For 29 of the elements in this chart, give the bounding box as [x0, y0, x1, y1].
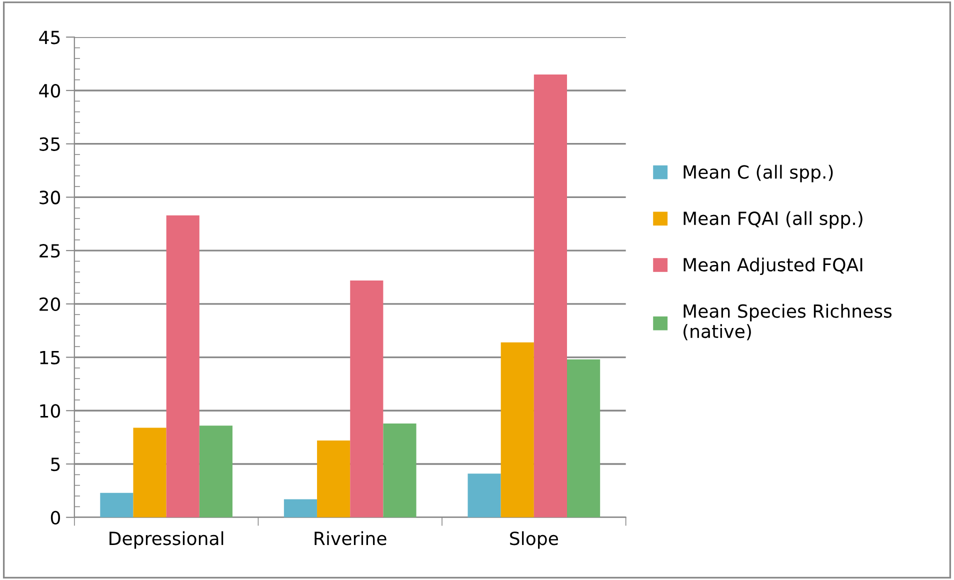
bar: [383, 423, 416, 518]
bar: [100, 492, 134, 518]
y-tick-label: 15: [40, 350, 60, 364]
y-tick-label: 25: [40, 244, 60, 258]
x-tick-label: Slope: [510, 531, 558, 549]
bar: [534, 74, 568, 518]
y-tick-label: 10: [40, 404, 60, 418]
bar: [468, 474, 501, 518]
y-tick-label: 40: [39, 84, 60, 98]
x-tick-label: Depressional: [110, 531, 224, 549]
legend-label: Mean Adjusted FQAI: [684, 258, 862, 276]
bar: [500, 342, 534, 518]
y-tick-label: 45: [39, 30, 60, 44]
bar: [317, 440, 350, 518]
y-tick-label: 30: [40, 190, 60, 204]
y-tick-label: 35: [40, 137, 60, 151]
legend-label: Mean FQAI (all spp.): [684, 211, 862, 229]
y-tick-label: 20: [40, 297, 60, 312]
legend-label: Mean C (all spp.): [684, 164, 833, 182]
x-tick-label: Riverine: [314, 531, 386, 546]
bar: [133, 428, 166, 518]
legend-label: Mean Species Richness (native): [684, 304, 892, 340]
bar: [284, 499, 318, 518]
y-tick-label: 0: [50, 510, 60, 524]
bar: [350, 280, 384, 518]
bar: [567, 359, 600, 518]
bar: [199, 426, 232, 518]
y-tick-label: 5: [51, 458, 60, 472]
bar: [166, 215, 200, 518]
